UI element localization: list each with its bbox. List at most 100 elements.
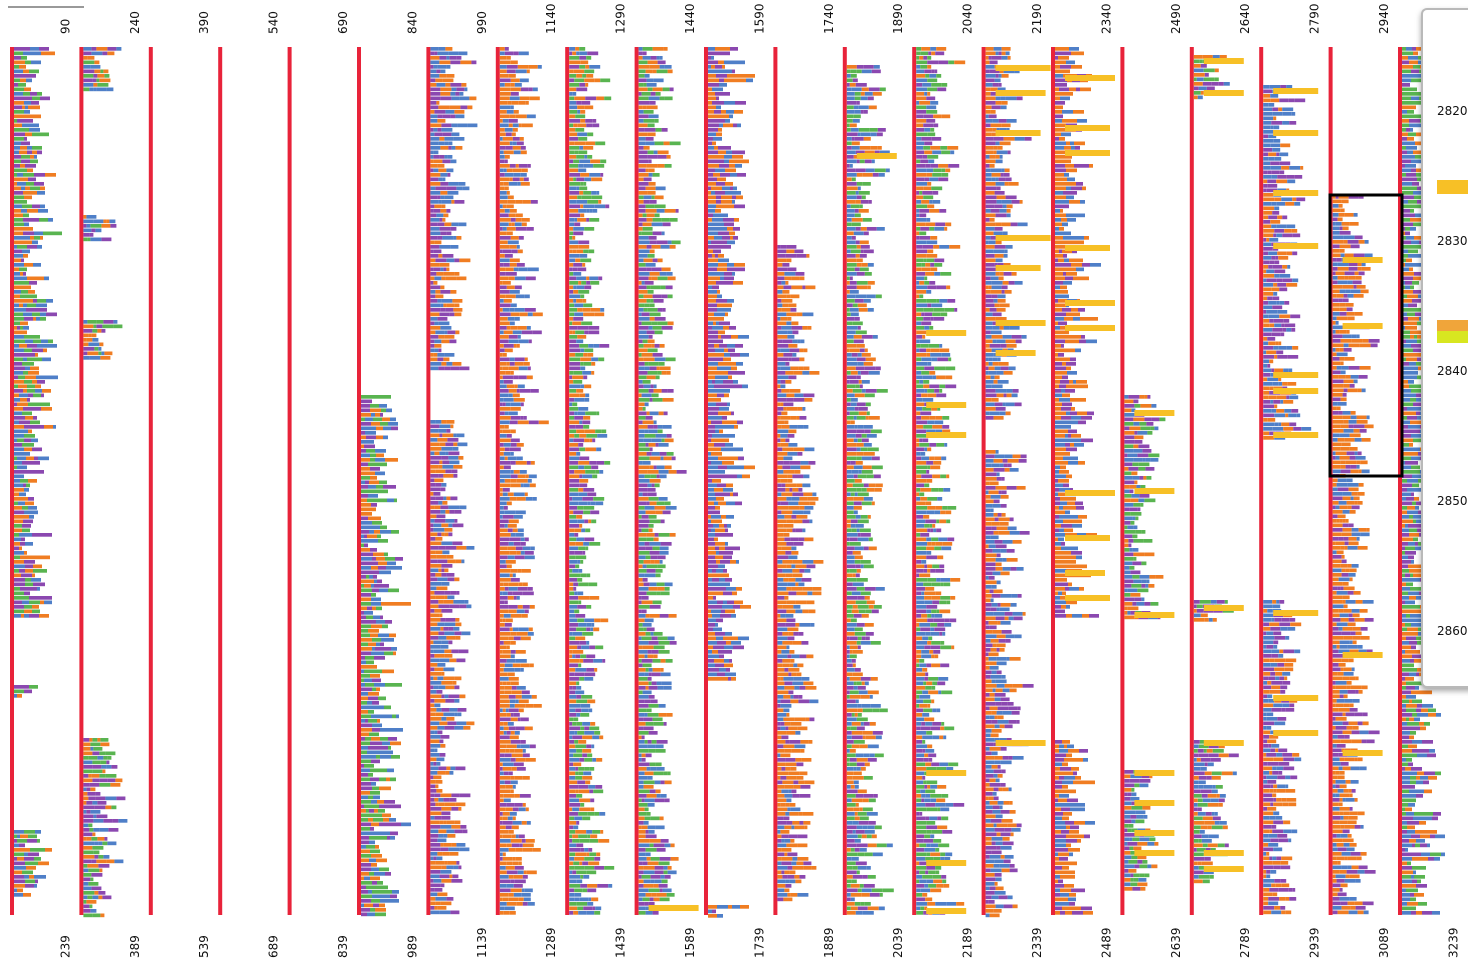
sequence-segment bbox=[569, 150, 575, 155]
sequence-segment bbox=[430, 847, 441, 852]
sequence-segment bbox=[430, 595, 436, 600]
sequence-segment bbox=[14, 609, 24, 614]
sequence-segment bbox=[777, 578, 784, 582]
sequence-segment bbox=[14, 371, 23, 375]
sequence-segment bbox=[525, 839, 535, 843]
sequence-segment bbox=[504, 456, 508, 461]
sequence-segment bbox=[458, 222, 467, 227]
sequence-segment bbox=[440, 618, 446, 622]
sequence-segment bbox=[569, 456, 580, 461]
sequence-segment bbox=[574, 434, 580, 438]
sequence-segment bbox=[596, 191, 600, 195]
sequence-segment bbox=[361, 624, 371, 629]
sequence-segment bbox=[569, 159, 574, 164]
sequence-segment bbox=[592, 123, 600, 128]
sequence-segment bbox=[39, 218, 48, 222]
sequence-segment bbox=[715, 425, 723, 429]
sequence-segment bbox=[438, 600, 444, 604]
sequence-segment bbox=[708, 614, 712, 618]
sequence-segment bbox=[27, 150, 32, 155]
sequence-segment bbox=[14, 515, 19, 519]
sequence-segment bbox=[719, 272, 724, 276]
sequence-segment bbox=[446, 717, 455, 721]
sequence-segment bbox=[599, 344, 610, 348]
sequence-segment bbox=[361, 584, 364, 588]
sequence-segment bbox=[720, 173, 730, 177]
sequence-segment bbox=[786, 312, 797, 317]
sequence-segment bbox=[377, 534, 381, 539]
sequence-segment bbox=[655, 510, 663, 515]
sequence-segment bbox=[361, 593, 371, 597]
sequence-segment bbox=[83, 801, 87, 805]
sequence-segment bbox=[777, 542, 787, 546]
sequence-segment bbox=[21, 159, 30, 164]
sequence-segment bbox=[663, 771, 668, 776]
sequence-segment bbox=[380, 525, 387, 530]
sequence-segment bbox=[569, 249, 573, 254]
sequence-segment bbox=[583, 906, 593, 911]
sequence-segment bbox=[569, 168, 579, 173]
sequence-segment bbox=[708, 195, 716, 200]
sequence-segment bbox=[14, 218, 23, 222]
sequence-segment bbox=[361, 894, 372, 899]
sequence-segment bbox=[379, 404, 387, 408]
sequence-segment bbox=[777, 839, 782, 843]
sequence-segment bbox=[430, 290, 436, 294]
sequence-segment bbox=[723, 600, 727, 605]
sequence-segment bbox=[394, 498, 397, 503]
sequence-segment bbox=[29, 128, 35, 132]
sequence-segment bbox=[378, 566, 386, 570]
sequence-segment bbox=[712, 101, 717, 105]
sequence-segment bbox=[664, 798, 670, 803]
sequence-segment bbox=[437, 676, 444, 681]
sequence-segment bbox=[42, 132, 49, 137]
sequence-segment bbox=[574, 731, 578, 735]
sequence-segment bbox=[455, 636, 461, 640]
sequence-segment bbox=[98, 895, 103, 900]
sequence-segment bbox=[569, 821, 577, 825]
sequence-segment bbox=[777, 870, 782, 875]
sequence-segment bbox=[638, 609, 642, 614]
sequence-segment bbox=[430, 487, 441, 492]
sequence-segment bbox=[578, 168, 587, 173]
sequence-segment bbox=[651, 650, 659, 654]
sequence-segment bbox=[777, 546, 782, 551]
sequence-segment bbox=[569, 551, 575, 555]
sequence-segment bbox=[715, 605, 722, 609]
sequence-segment bbox=[499, 861, 507, 866]
sequence-segment bbox=[361, 435, 366, 440]
sequence-segment bbox=[846, 119, 853, 123]
sequence-segment bbox=[664, 875, 671, 879]
sequence-segment bbox=[717, 101, 724, 105]
sequence-segment bbox=[784, 749, 792, 753]
sequence-segment bbox=[791, 321, 799, 326]
sequence-segment bbox=[659, 474, 667, 479]
sequence-segment bbox=[652, 659, 661, 663]
sequence-segment bbox=[509, 164, 516, 168]
sequence-segment bbox=[37, 92, 42, 96]
sequence-segment bbox=[731, 411, 734, 416]
sequence-segment bbox=[361, 471, 368, 476]
sequence-segment bbox=[437, 726, 445, 730]
sequence-segment bbox=[451, 200, 455, 204]
sequence-segment bbox=[22, 497, 28, 501]
sequence-segment bbox=[723, 326, 729, 330]
sequence-segment bbox=[86, 900, 97, 904]
sequence-segment bbox=[367, 534, 377, 539]
top-tick-label: 690 bbox=[336, 11, 350, 34]
sequence-segment bbox=[569, 560, 578, 564]
sequence-segment bbox=[441, 483, 447, 487]
sequence-segment bbox=[14, 231, 23, 236]
sequence-segment bbox=[588, 330, 600, 335]
sequence-segment bbox=[593, 497, 605, 501]
sequence-segment bbox=[83, 832, 93, 837]
sequence-segment bbox=[714, 272, 719, 276]
sequence-segment bbox=[588, 519, 592, 524]
top-axis-labels: 90 240 390 540 690 840 990 1140 1290 1440 1590 1740… bbox=[58, 3, 1391, 34]
sequence-segment bbox=[644, 654, 648, 659]
sequence-segment bbox=[870, 132, 877, 137]
sequence-segment bbox=[361, 890, 368, 894]
sequence-segment bbox=[808, 740, 813, 744]
sequence-segment bbox=[14, 132, 25, 137]
sequence-segment bbox=[376, 557, 385, 561]
